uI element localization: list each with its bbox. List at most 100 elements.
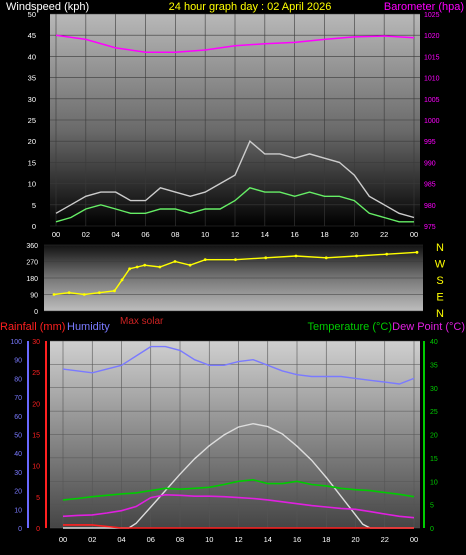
temperature-y-tick-label: 25 [430, 409, 438, 416]
humidity-y-tick-label: 20 [14, 489, 22, 496]
compass-label: S [436, 275, 443, 287]
temperature-x-tick-label: 10 [205, 535, 213, 544]
humidity-y-tick-label: 100 [10, 339, 22, 346]
wind-x-tick-label: 00 [410, 230, 418, 239]
humidity-y-tick-label: 80 [14, 376, 22, 383]
direction-point [324, 256, 328, 260]
rainfall-y-tick-label: 20 [32, 401, 40, 408]
temperature-x-tick-label: 16 [293, 535, 301, 544]
temperature-y-tick-label: 35 [430, 362, 438, 369]
direction-point [67, 291, 71, 295]
wind-x-tick-label: 00 [52, 230, 60, 239]
barometer-y-tick-label: 995 [424, 139, 436, 146]
dew-point-series-line [62, 493, 415, 519]
direction-point [143, 263, 147, 267]
barometer-y-tick-label: 985 [424, 182, 436, 189]
wind-x-tick-label: 08 [171, 230, 179, 239]
rainfall-axis-title: Rainfall (mm) [0, 321, 65, 333]
direction-point [52, 293, 56, 296]
humidity-y-tick-label: 10 [14, 507, 22, 514]
temperature-series-line [62, 478, 415, 501]
temperature-y-tick-label: 15 [430, 456, 438, 463]
rainfall-y-tick-label: 5 [36, 495, 40, 502]
rainfall-y-tick-label: 15 [32, 433, 40, 440]
humidity-axis-title: Humidity [67, 321, 110, 333]
wind-y-tick-label: 5 [32, 201, 36, 210]
wind-y-tick-label: 50 [28, 10, 36, 19]
wind-y-tick-label: 40 [28, 52, 36, 61]
compass-label: N [436, 308, 444, 320]
rainfall-y-tick-label: 30 [32, 339, 40, 346]
rainfall-series-line [63, 524, 414, 529]
humidity-y-tick-label: 70 [14, 395, 22, 402]
wind-y-tick-label: 20 [28, 137, 36, 146]
temperature-x-tick-label: 00 [410, 535, 418, 544]
wind-y-tick-label: 25 [28, 116, 36, 125]
barometer-y-tick-label: 1010 [424, 76, 440, 83]
wind-x-tick-label: 04 [111, 230, 119, 239]
barometer-y-tick-label: 1020 [424, 33, 440, 40]
direction-point [203, 258, 207, 262]
gust-series-line [55, 140, 415, 219]
wind-y-tick-label: 35 [28, 74, 36, 83]
humidity-y-tick-label: 40 [14, 451, 22, 458]
direction-y-tick-label: 360 [26, 243, 38, 250]
windspeed-series-line [55, 187, 414, 223]
direction-point [355, 254, 358, 258]
direction-point [294, 254, 298, 258]
direction-point [385, 252, 389, 256]
wind-y-tick-label: 45 [28, 31, 36, 40]
barometer-y-tick-label: 975 [424, 224, 436, 231]
temperature-x-tick-label: 14 [264, 535, 272, 544]
wind-x-tick-label: 12 [231, 230, 239, 239]
temperature-x-tick-label: 22 [381, 535, 389, 544]
temperature-y-tick-label: 5 [430, 503, 434, 510]
wind-x-tick-label: 22 [380, 230, 388, 239]
humidity-y-tick-label: 50 [14, 433, 22, 440]
compass-label: E [436, 292, 443, 304]
direction-point [97, 291, 101, 295]
temperature-x-tick-label: 02 [88, 535, 96, 544]
max-solar-label: Max solar [120, 316, 164, 327]
barometer-y-tick-label: 980 [424, 203, 436, 210]
temperature-x-tick-label: 04 [117, 535, 125, 544]
direction-y-tick-label: 180 [26, 276, 38, 283]
direction-point [82, 293, 86, 296]
direction-series-line [53, 251, 418, 296]
compass-label: W [435, 259, 446, 271]
direction-point [113, 289, 116, 293]
wind-x-tick-label: 10 [201, 230, 209, 239]
wind-y-tick-label: 10 [28, 180, 36, 189]
direction-point [128, 267, 132, 271]
chart-title: 24 hour graph day : 02 April 2026 [169, 1, 332, 13]
windspeed-axis-title: Windspeed (kph) [6, 1, 89, 13]
humidity-y-tick-label: 60 [14, 414, 22, 421]
barometer-y-tick-label: 990 [424, 160, 436, 167]
temperature-y-tick-label: 10 [430, 479, 438, 486]
direction-point [158, 265, 162, 269]
temperature-x-tick-label: 18 [322, 535, 330, 544]
temperature-x-tick-label: 12 [234, 535, 242, 544]
temperature-x-tick-label: 08 [176, 535, 184, 544]
wind-x-tick-label: 14 [261, 230, 269, 239]
direction-point [120, 278, 124, 282]
wind-x-tick-label: 20 [350, 230, 358, 239]
temperature-x-tick-label: 06 [147, 535, 155, 544]
temperature-y-tick-label: 30 [430, 386, 438, 393]
barometer-y-tick-label: 1000 [424, 118, 440, 125]
barometer-y-tick-label: 1015 [424, 54, 440, 61]
temperature-x-tick-label: 20 [351, 535, 359, 544]
humidity-y-tick-label: 30 [14, 470, 22, 477]
wind-y-tick-label: 30 [28, 95, 36, 104]
barometer-y-tick-label: 1025 [424, 12, 440, 19]
barometer-series-line [55, 34, 415, 53]
direction-y-tick-label: 0 [34, 309, 38, 316]
temperature-axis-title: Temperature (°C) [308, 321, 392, 333]
direction-point [173, 260, 177, 263]
temperature-y-tick-label: 20 [430, 433, 438, 440]
direction-y-tick-label: 270 [26, 260, 38, 267]
humidity-y-tick-label: 90 [14, 358, 22, 365]
temperature-x-tick-label: 00 [59, 535, 67, 544]
